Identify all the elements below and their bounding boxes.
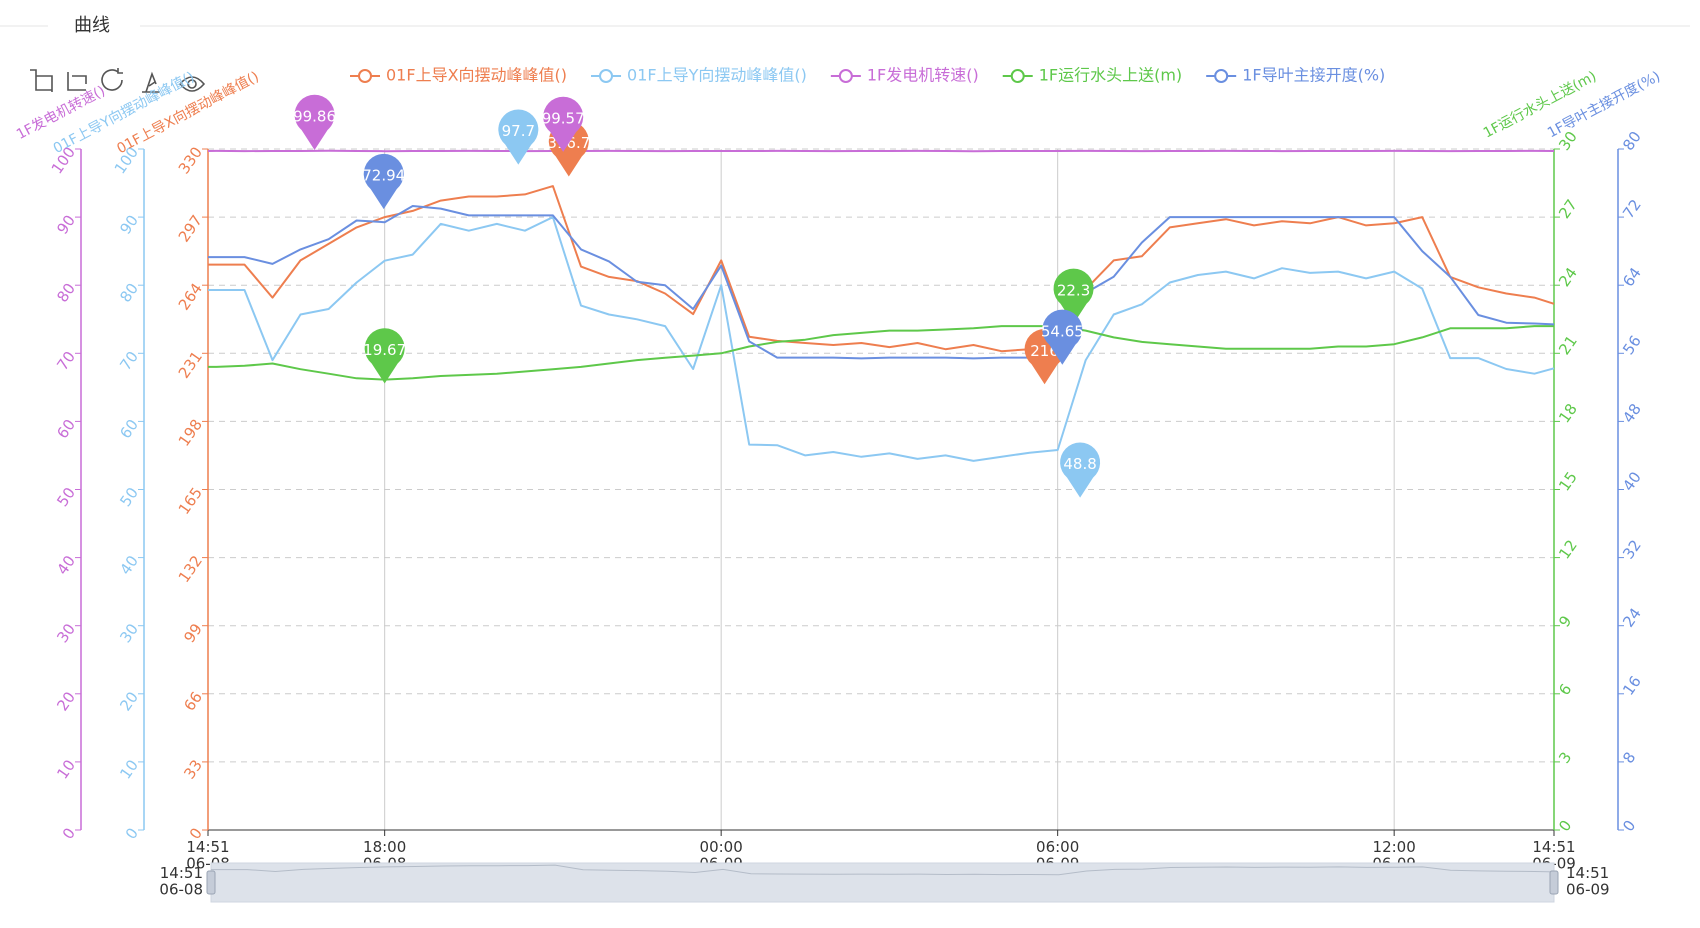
mark-pin [1053, 268, 1094, 324]
zoom-track [210, 862, 1555, 903]
series-line [208, 325, 1554, 381]
y-tick-label: 24 [1619, 605, 1645, 631]
panel-title: 曲线 [74, 15, 110, 36]
mark-label: 54.65 [1041, 322, 1084, 340]
zoom-reset-icon[interactable] [67, 72, 87, 91]
y-tick-label: 80 [1619, 128, 1645, 154]
mark-pin [294, 94, 335, 150]
legend-icon [1010, 69, 1025, 83]
mark-label: 19.67 [363, 341, 406, 359]
y-tick-label: 80 [116, 280, 142, 306]
y-tick-label: 10 [53, 756, 79, 782]
y-tick-label: 132 [175, 552, 206, 586]
series-line [208, 205, 1555, 360]
mark-label: 22.3 [1057, 281, 1090, 299]
zoom-label: 14:51 06-09 [1566, 864, 1610, 899]
y-tick-label: 30 [53, 620, 79, 646]
zoom-handle[interactable] [1549, 870, 1559, 895]
y-tick-label: 70 [116, 348, 142, 374]
mark-pin [498, 109, 539, 165]
y-tick-label: 18 [1555, 400, 1581, 426]
y-tick-label: 32 [1619, 537, 1645, 563]
y-tick-label: 20 [116, 688, 142, 714]
zoom-label: 14:51 06-08 [159, 864, 203, 899]
restore-icon[interactable] [101, 68, 123, 91]
series-line [208, 185, 1555, 357]
y-tick-label: 20 [53, 688, 79, 714]
y-tick-label: 48 [1619, 400, 1645, 426]
toolbox [30, 68, 206, 93]
y-tick-label: 33 [180, 756, 206, 782]
mark-pin [1042, 309, 1083, 365]
y-tick-label: 3 [1555, 749, 1575, 767]
y-tick-label: 90 [116, 212, 142, 238]
y-tick-label: 9 [1555, 612, 1575, 630]
y-tick-label: 70 [53, 348, 79, 374]
y-tick-label: 90 [53, 212, 79, 238]
legend-icon [599, 69, 614, 83]
mark-pin [1060, 442, 1101, 498]
mark-pin [364, 328, 405, 384]
y-tick-label: 72 [1619, 196, 1645, 222]
y-tick-label: 15 [1555, 468, 1581, 494]
y-tick-label: 56 [1619, 332, 1645, 358]
y-tick-label: 66 [180, 688, 206, 714]
y-tick-label: 165 [175, 484, 206, 518]
y-tick-label: 80 [53, 280, 79, 306]
chart-type-icon[interactable] [142, 71, 160, 93]
y-tick-label: 24 [1555, 264, 1581, 290]
y-tick-label: 12 [1555, 537, 1581, 563]
y-tick-label: 10 [116, 756, 142, 782]
legend-label[interactable]: 1F导叶主接开度(%) [1242, 66, 1385, 85]
y-tick-label: 27 [1555, 196, 1581, 222]
y-tick-label: 0 [122, 825, 142, 843]
zoom-preview [211, 864, 1555, 876]
zoom-icon[interactable] [30, 69, 53, 92]
y-tick-label: 30 [116, 620, 142, 646]
y-tick-label: 99 [180, 620, 206, 646]
legend-label[interactable]: 01F上导Y向摆动峰峰值() [627, 66, 807, 85]
mark-pin [363, 153, 404, 210]
legend-icon [1214, 69, 1229, 83]
mark-label: 99.86 [293, 107, 336, 125]
y-tick-label: 0 [1619, 817, 1639, 835]
mark-label: 97.7 [502, 122, 535, 140]
y-tick-label: 297 [175, 212, 206, 246]
y-tick-label: 0 [59, 825, 79, 843]
y-tick-label: 21 [1555, 332, 1581, 358]
y-tick-label: 198 [175, 416, 206, 450]
y-tick-label: 50 [116, 484, 142, 510]
legend-label[interactable]: 01F上导X向摆动峰峰值() [386, 66, 567, 85]
y-tick-label: 6 [1555, 681, 1575, 699]
mark-label: 48.8 [1063, 455, 1096, 473]
y-tick-label: 16 [1619, 673, 1645, 699]
y-tick-label: 0 [1555, 817, 1575, 835]
y-tick-label: 60 [116, 416, 142, 442]
legend-label[interactable]: 1F发电机转速() [867, 66, 979, 85]
y-axis-name: 1F导叶主接开度(%) [1545, 68, 1664, 142]
y-tick-label: 231 [175, 348, 206, 382]
mark-label: 72.94 [362, 167, 405, 185]
mark-label: 99.57 [542, 109, 585, 127]
zoom-handle[interactable] [206, 870, 216, 895]
y-tick-label: 60 [53, 416, 79, 442]
y-tick-label: 40 [1619, 468, 1645, 494]
mark-pin [543, 96, 584, 152]
legend-icon [358, 69, 372, 83]
legend-icon [838, 69, 853, 83]
y-tick-label: 264 [175, 280, 206, 314]
series-line [208, 216, 1555, 462]
y-tick-label: 50 [53, 484, 79, 510]
y-tick-label: 40 [116, 552, 142, 578]
y-tick-label: 64 [1619, 264, 1645, 290]
y-axis-name: 1F运行水头上送(m) [1481, 68, 1599, 141]
y-tick-label: 8 [1619, 749, 1639, 767]
legend-label[interactable]: 1F运行水头上送(m) [1039, 66, 1182, 85]
y-tick-label: 330 [175, 144, 206, 178]
data-view-icon[interactable] [178, 76, 206, 92]
y-tick-label: 40 [53, 552, 79, 578]
